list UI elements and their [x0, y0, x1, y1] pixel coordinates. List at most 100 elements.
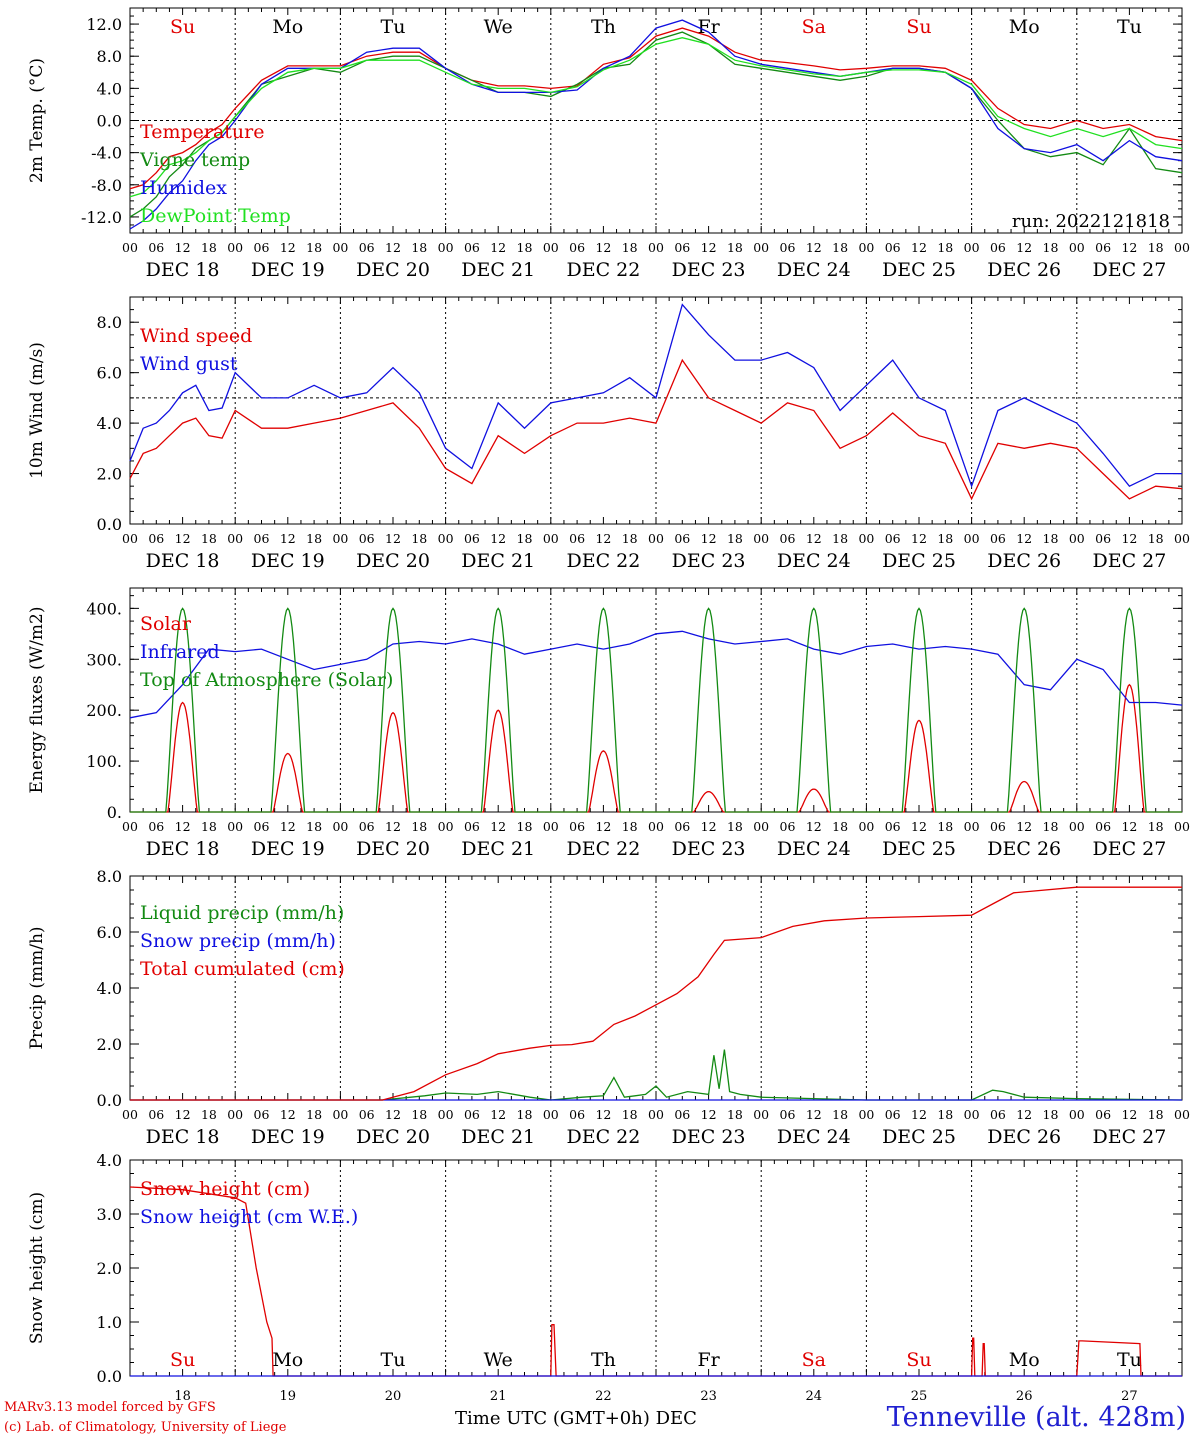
x-hour-label: 00: [1069, 819, 1085, 834]
x-date-label: 27: [1121, 1389, 1138, 1404]
y-tick-label: 0.0: [97, 1367, 122, 1386]
x-hour-label: 06: [990, 531, 1006, 546]
series-line: [129, 19, 1183, 230]
x-hour-label: 18: [1043, 819, 1059, 834]
weekday-label: Fr: [697, 16, 720, 38]
x-hour-label: 12: [806, 531, 822, 546]
y-tick-label: 6.0: [97, 364, 122, 383]
x-hour-label: 06: [148, 819, 164, 834]
legend-entry: Top of Atmosphere (Solar): [140, 669, 393, 691]
x-hour-label: 00: [122, 819, 138, 834]
x-hour-label: 12: [911, 819, 927, 834]
x-hour-label: 18: [517, 531, 533, 546]
x-date-label: 25: [911, 1389, 928, 1404]
x-hour-label: 06: [674, 1107, 690, 1122]
x-day-label: DEC 22: [566, 838, 640, 860]
x-hour-label: 06: [780, 531, 796, 546]
x-hour-label: 12: [806, 240, 822, 255]
legend-entry: Solar: [140, 613, 192, 635]
x-hour-label: 00: [858, 1107, 874, 1122]
x-day-label: DEC 22: [566, 550, 640, 572]
x-day-label: DEC 24: [777, 1126, 851, 1148]
legend-entry: Wind gust: [140, 353, 238, 375]
x-date-label: 20: [385, 1389, 402, 1404]
weekday-label: Su: [906, 16, 931, 38]
x-day-label: DEC 27: [1092, 550, 1166, 572]
x-hour-label: 18: [622, 240, 638, 255]
legend-entry: Total cumulated (cm): [140, 958, 345, 980]
x-hour-label: 06: [990, 1107, 1006, 1122]
x-hour-label: 00: [753, 240, 769, 255]
x-hour-label: 06: [1095, 1107, 1111, 1122]
series-line: [130, 607, 1182, 813]
x-hour-label: 00: [1174, 819, 1190, 834]
y-tick-label: 8.0: [97, 867, 122, 886]
x-hour-label: 00: [753, 1107, 769, 1122]
x-date-label: 26: [1016, 1389, 1033, 1404]
x-hour-label: 00: [438, 531, 454, 546]
weekday-label: Mo: [272, 1349, 303, 1371]
x-day-label: DEC 25: [882, 838, 956, 860]
weekday-label: Sa: [802, 1349, 826, 1371]
x-hour-label: 12: [1016, 531, 1032, 546]
x-hour-label: 06: [1095, 819, 1111, 834]
x-hour-label: 06: [990, 819, 1006, 834]
x-hour-label: 06: [464, 1107, 480, 1122]
x-day-label: DEC 26: [987, 259, 1061, 281]
x-hour-label: 00: [648, 1107, 664, 1122]
x-hour-label: 06: [780, 240, 796, 255]
x-hour-label: 00: [1069, 1107, 1085, 1122]
weekday-label: Su: [170, 16, 195, 38]
x-hour-label: 18: [727, 531, 743, 546]
x-hour-label: 00: [438, 819, 454, 834]
y-tick-label: 12.0: [86, 15, 122, 34]
x-hour-label: 18: [411, 819, 427, 834]
y-tick-label: 2.0: [97, 465, 122, 484]
x-day-label: DEC 21: [461, 1126, 535, 1148]
y-tick-label: 400.: [86, 599, 122, 618]
x-hour-label: 06: [359, 240, 375, 255]
x-day-label: DEC 18: [146, 1126, 220, 1148]
x-hour-label: 00: [332, 819, 348, 834]
x-date-label: 24: [806, 1389, 823, 1404]
x-hour-label: 18: [1043, 1107, 1059, 1122]
x-hour-label: 18: [1148, 1107, 1164, 1122]
panel-5: 4.0 3.0 2.0 1.0 0.0 Snow height (cm) 18 19 20 21 2…: [27, 1151, 1183, 1404]
y-tick-label: 300.: [86, 650, 122, 669]
x-hour-label: 18: [1043, 531, 1059, 546]
panel-3: 400. 300. 200. 100. 0. Energy fluxes (W/m2) 00…: [27, 587, 1190, 860]
x-hour-label: 18: [201, 1107, 217, 1122]
x-hour-label: 18: [937, 240, 953, 255]
month-label: DEC: [655, 1408, 697, 1429]
x-hour-label: 00: [858, 240, 874, 255]
run-annotation: run: 2022121818: [1012, 211, 1170, 232]
weekday-label: We: [484, 1349, 513, 1371]
x-hour-label: 12: [806, 819, 822, 834]
x-hour-label: 06: [885, 1107, 901, 1122]
x-hour-label: 00: [332, 531, 348, 546]
legend-entry: Snow precip (mm/h): [140, 930, 336, 952]
x-hour-label: 18: [622, 819, 638, 834]
y-tick-label: 0.0: [97, 112, 122, 131]
weekday-label: Th: [591, 1349, 616, 1371]
weekday-label: Sa: [802, 16, 826, 38]
x-day-label: DEC 21: [461, 550, 535, 572]
x-day-label: DEC 19: [251, 259, 325, 281]
x-day-label: DEC 20: [356, 259, 430, 281]
lab-credit: (c) Lab. of Climatology, University of L…: [4, 1420, 287, 1435]
x-hour-label: 12: [701, 819, 717, 834]
x-hour-label: 06: [1095, 240, 1111, 255]
y-axis-title: 2m Temp. (°C): [27, 58, 47, 183]
x-day-label: DEC 25: [882, 259, 956, 281]
x-day-label: DEC 27: [1092, 259, 1166, 281]
x-hour-label: 12: [385, 819, 401, 834]
x-hour-label: 00: [227, 531, 243, 546]
plot-frame: [129, 296, 1183, 525]
panel-1: 12.0 8.0 4.0 0.0 -4.0 -8.0 -12.0 2m Temp. (°C) 0…: [27, 7, 1190, 281]
weekday-label: Tu: [381, 16, 406, 38]
x-hour-label: 12: [490, 240, 506, 255]
x-hour-label: 00: [227, 819, 243, 834]
x-day-label: DEC 22: [566, 259, 640, 281]
x-hour-label: 18: [937, 819, 953, 834]
x-hour-label: 06: [148, 1107, 164, 1122]
